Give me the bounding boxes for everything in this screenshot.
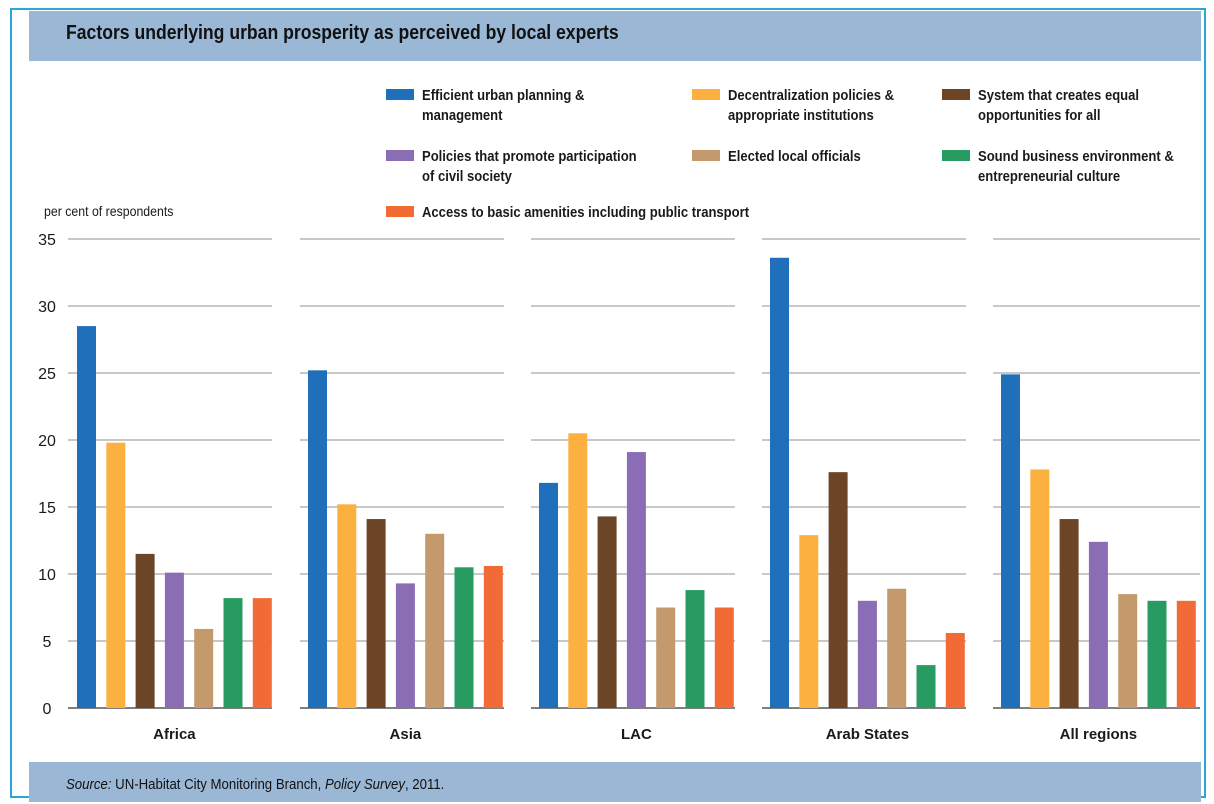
bar: [483, 565, 503, 708]
bar: [366, 519, 386, 708]
legend-swatch: [942, 150, 970, 161]
bar: [1147, 600, 1167, 708]
y-tick-label: 20: [38, 433, 56, 450]
legend-label: Access to basic amenities including publ…: [422, 205, 750, 221]
bar: [77, 326, 96, 708]
bar: [1059, 519, 1079, 708]
bar: [252, 598, 272, 708]
legend-swatch: [386, 206, 414, 217]
bar: [164, 572, 184, 708]
bar: [799, 535, 819, 708]
source-prefix: Source:: [66, 776, 112, 793]
bar: [828, 472, 848, 708]
bar: [106, 442, 126, 708]
bar: [656, 607, 676, 708]
title-bar: [29, 11, 1201, 61]
y-tick-label: 25: [38, 366, 56, 383]
y-tick-label: 10: [38, 567, 56, 584]
source-org: UN-Habitat City Monitoring Branch,: [111, 776, 325, 793]
x-category-label: Africa: [153, 726, 196, 743]
bar: [337, 504, 357, 708]
legend-item: Efficient urban planning & management: [386, 86, 602, 126]
bar: [1001, 374, 1020, 708]
y-tick-label: 0: [43, 701, 52, 718]
legend-item: Policies that promote participation of c…: [386, 147, 660, 187]
y-axis-label: per cent of respondents: [44, 203, 174, 219]
source-note: Source: UN-Habitat City Monitoring Branc…: [66, 776, 444, 793]
legend-label: System that creates equal opportunities …: [978, 88, 1140, 124]
bar: [1176, 600, 1196, 708]
bar: [1030, 469, 1050, 708]
bar: [714, 607, 734, 708]
bar: [194, 628, 214, 708]
x-category-label: LAC: [621, 726, 652, 743]
bar: [1088, 541, 1108, 708]
source-year: , 2011.: [404, 776, 445, 793]
bar: [425, 533, 445, 708]
y-tick-label: 35: [38, 232, 56, 249]
x-category-label: Asia: [390, 726, 422, 743]
legend-item: Sound business environment & entrepreneu…: [942, 147, 1196, 187]
bar: [916, 665, 936, 708]
legend-label: Policies that promote participation of c…: [422, 149, 637, 185]
legend-swatch: [692, 89, 720, 100]
legend-swatch: [386, 89, 414, 100]
legend-label: Efficient urban planning & management: [422, 88, 585, 124]
bar: [626, 452, 646, 708]
bar: [308, 370, 327, 708]
legend-item: Elected local officials: [692, 147, 875, 167]
legend-label: Sound business environment & entrepreneu…: [978, 149, 1174, 185]
legend-item: Access to basic amenities including publ…: [386, 203, 785, 223]
bar: [539, 482, 558, 708]
bar: [945, 632, 965, 708]
bar: [223, 598, 243, 708]
bar: [685, 590, 705, 708]
bar: [1118, 594, 1138, 708]
x-category-label: Arab States: [826, 726, 909, 743]
source-publication: Policy Survey: [324, 776, 405, 793]
bar: [770, 257, 789, 708]
legend-swatch: [692, 150, 720, 161]
legend-swatch: [942, 89, 970, 100]
legend-item: Decentralization policies & appropriate …: [692, 86, 913, 126]
y-tick-label: 15: [38, 500, 56, 517]
chart-title: Factors underlying urban prosperity as p…: [66, 22, 619, 44]
legend-label: Decentralization policies & appropriate …: [728, 88, 895, 124]
legend-swatch: [386, 150, 414, 161]
bar: [887, 588, 907, 708]
bar: [454, 567, 474, 708]
legend-item: System that creates equal opportunities …: [942, 86, 1157, 126]
bar: [135, 553, 155, 708]
bar: [597, 516, 617, 708]
bar: [857, 600, 877, 708]
legend-label: Elected local officials: [728, 149, 861, 165]
y-tick-label: 5: [43, 634, 52, 651]
bar: [568, 433, 588, 708]
x-category-label: All regions: [1060, 726, 1138, 743]
source-bar: [29, 762, 1201, 802]
bar: [395, 583, 415, 708]
y-tick-label: 30: [38, 299, 56, 316]
